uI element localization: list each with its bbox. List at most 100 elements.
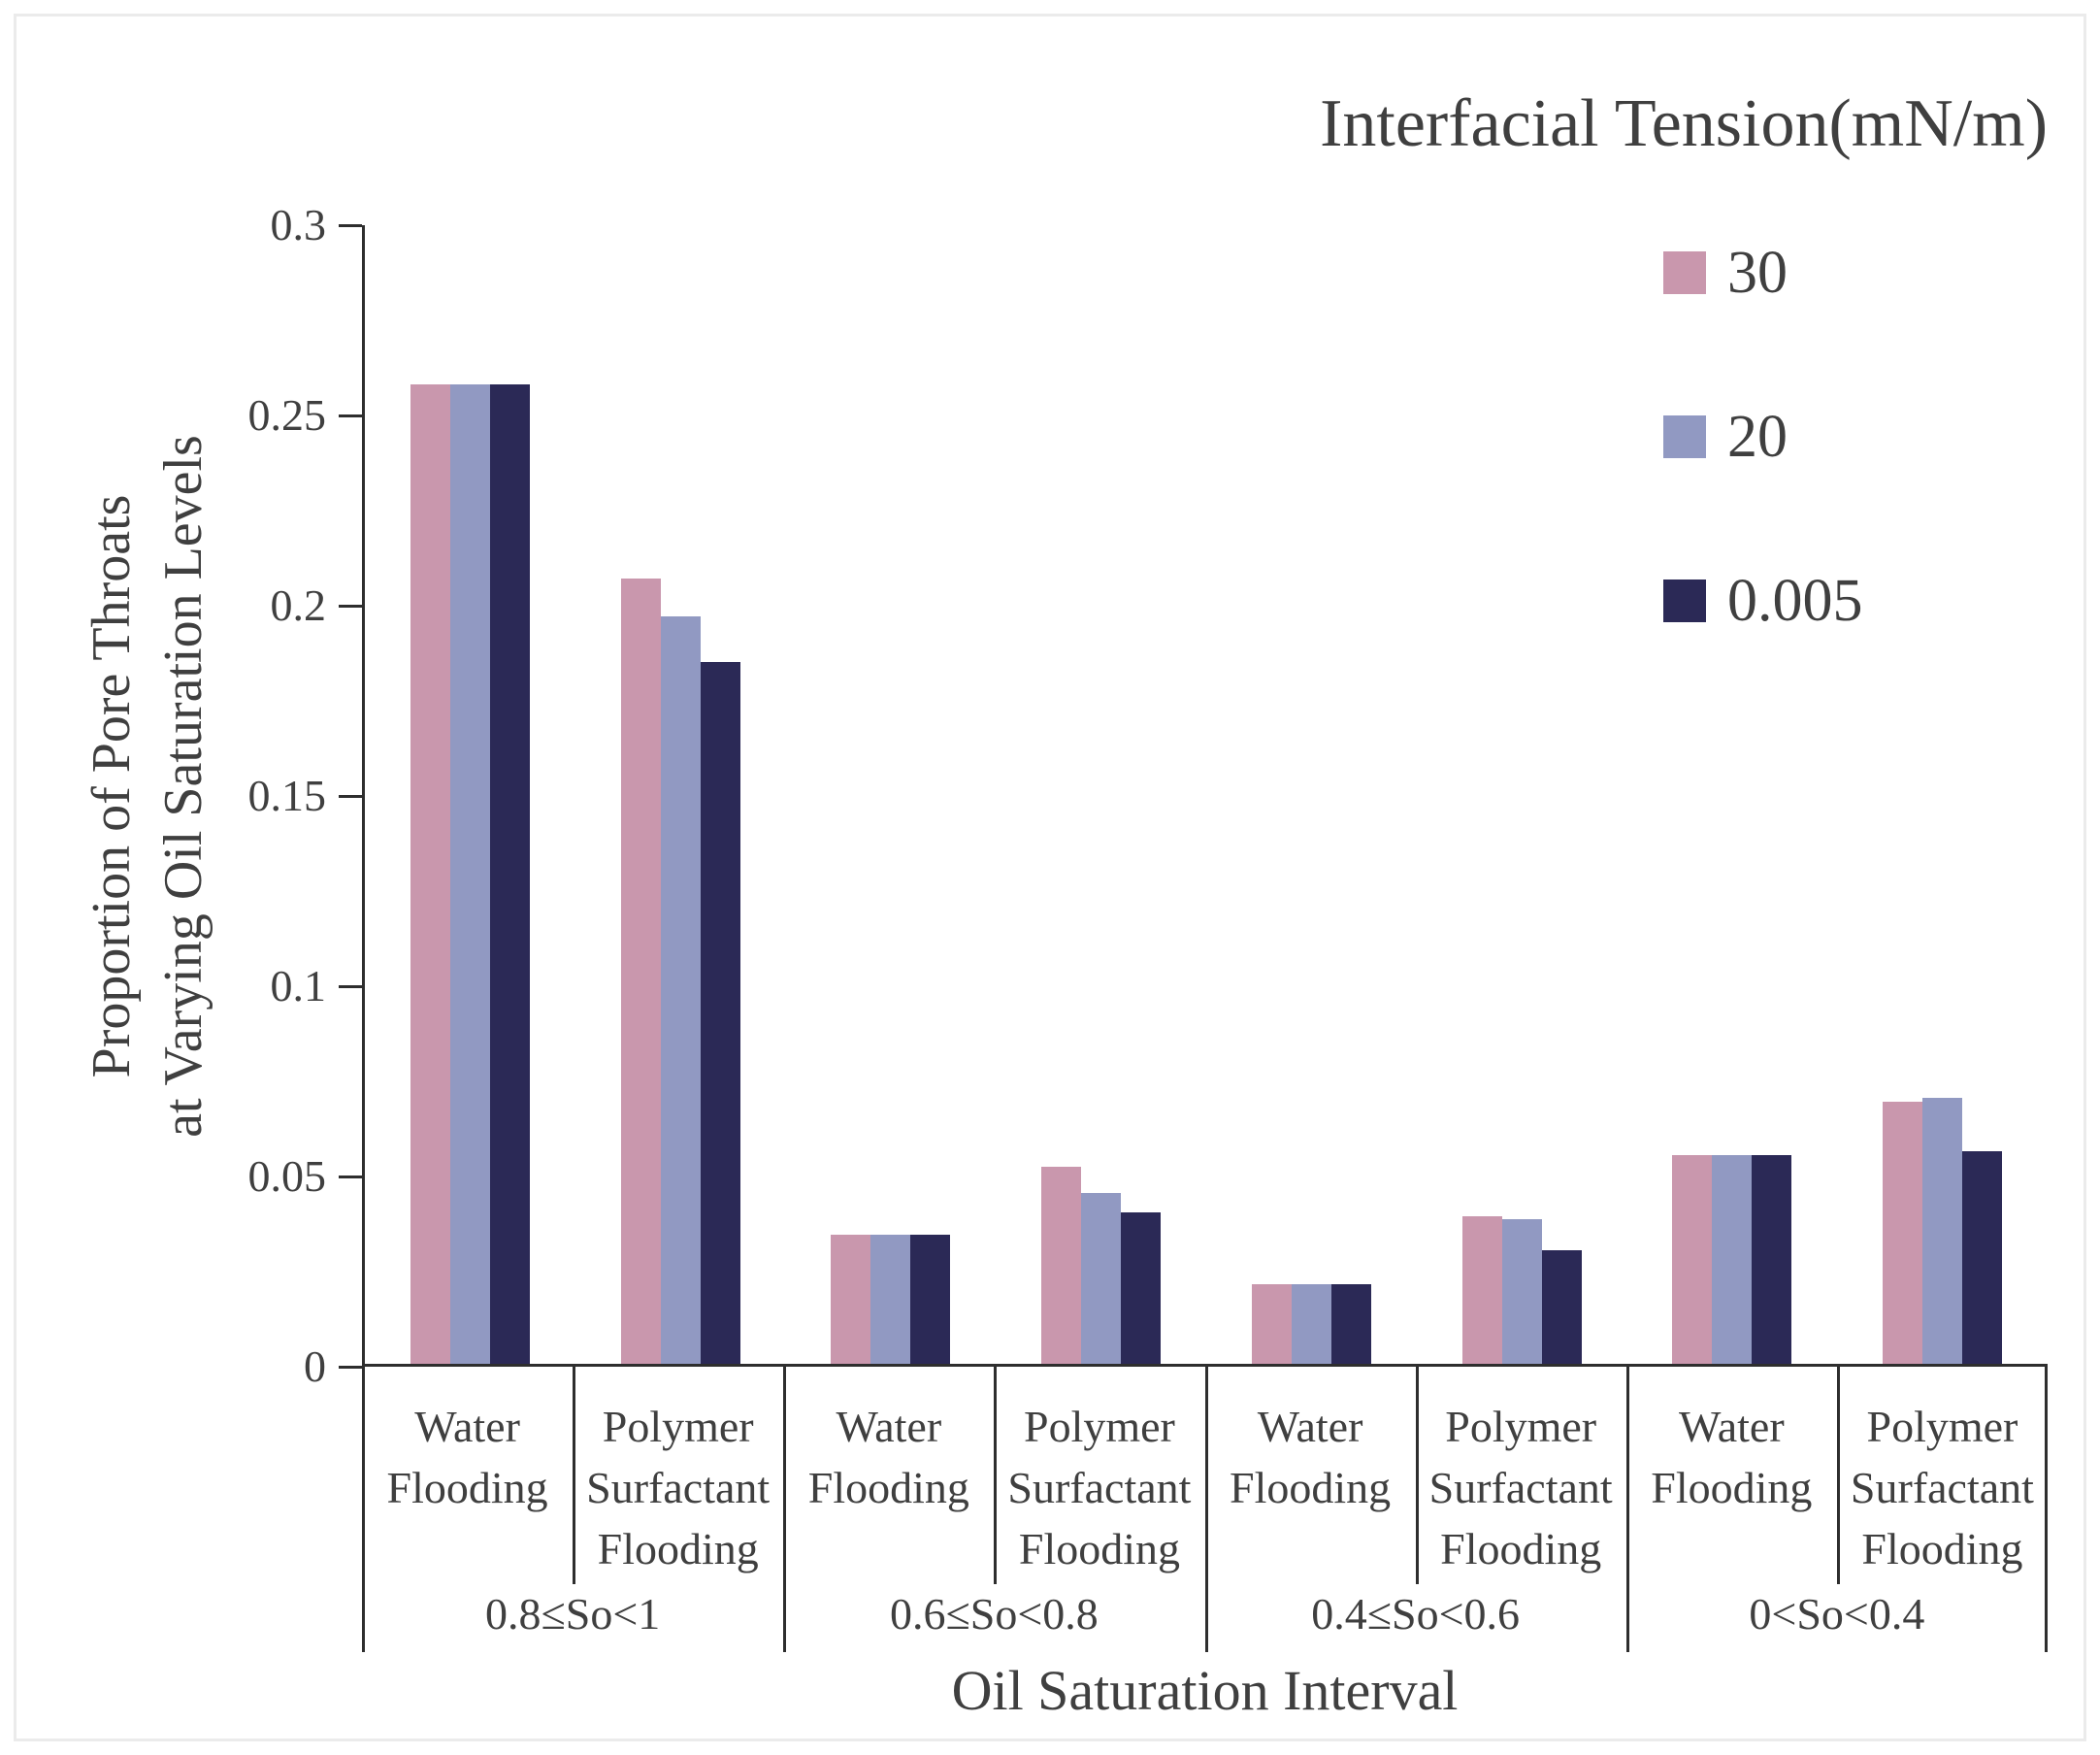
bar-cell-water-flooding [1206,225,1417,1364]
category-label: Polymer Surfactant Flooding [573,1396,783,1579]
y-tick-label: 0.15 [247,771,327,820]
category-label-line: Water [1678,1402,1785,1451]
legend-label: 0.005 [1727,568,1863,634]
saturation-interval-label: 0.4≤So<0.6 [1311,1589,1521,1639]
y-tick-label: 0 [304,1341,326,1391]
bar-group2-psf-ift0.005 [1121,1211,1162,1364]
category-label-line: Water [1257,1402,1363,1451]
category-label-line: Flooding [1440,1524,1602,1573]
bar-group3-wf-ift0.005 [1330,1283,1371,1364]
y-tick-mark [339,984,362,988]
y-axis-title-line: Proportion of Pore Throats [82,494,142,1078]
category-label-line: Surfactant [1007,1463,1192,1512]
saturation-interval-label: 0.6≤So<0.8 [889,1589,1099,1639]
legend-title: Interfacial Tension(mN/m) [1320,86,2048,161]
bar-group3-psf-ift0.005 [1541,1249,1582,1364]
subcategory-divider-line [994,1367,998,1584]
legend: 30 20 0.005 [1663,243,1863,631]
bar-group2-psf-ift30 [1041,1166,1082,1364]
bar-group4-psf-ift0.005 [1962,1151,2003,1364]
figure-frame [14,14,2086,1741]
y-tick-label: 0.3 [270,200,327,249]
bar-group3-wf-ift30 [1251,1283,1292,1364]
y-tick-mark [339,794,362,798]
legend-swatch [1663,579,1706,622]
bar-group1-wf-ift30 [410,384,450,1364]
bar-group3-psf-ift20 [1501,1219,1542,1364]
bar-group2-wf-ift0.005 [910,1235,951,1364]
category-label: Water Flooding [783,1396,994,1518]
category-label: Water Flooding [362,1396,573,1518]
y-tick-mark [339,1365,362,1369]
legend-label: 20 [1727,404,1788,470]
group-divider-line [1204,1367,1208,1652]
y-tick-label: 0.05 [247,1151,327,1201]
bars-layer [365,225,2048,1364]
bar-group1-wf-ift20 [449,384,490,1364]
bar-group1-psf-ift30 [620,578,661,1364]
bar-group3-psf-ift30 [1461,1215,1502,1364]
plot-area [362,225,2048,1367]
y-tick-mark [339,223,362,227]
legend-swatch [1663,415,1706,458]
legend-label: 30 [1727,240,1788,306]
bar-group4-wf-ift30 [1672,1154,1713,1364]
y-tick-label: 0.25 [247,390,327,440]
category-label-line: Polymer [602,1402,754,1451]
category-label-line: Polymer [1023,1402,1175,1451]
bar-group4-psf-ift30 [1883,1102,1923,1364]
category-label: Polymer Surfactant Flooding [1416,1396,1626,1579]
legend-item-30: 30 [1663,243,1863,303]
legend-item-0.005: 0.005 [1663,571,1863,631]
bar-group2-wf-ift30 [831,1235,871,1364]
bar-group4-psf-ift20 [1922,1098,1963,1364]
bar-group2-wf-ift20 [870,1235,911,1364]
bar-group1-psf-ift20 [660,615,701,1364]
category-label: Water Flooding [1626,1396,1837,1518]
y-tick-mark [339,1175,362,1178]
category-label-line: Flooding [386,1463,548,1512]
category-label-line: Flooding [597,1524,759,1573]
legend-swatch [1663,251,1706,294]
bar-group1-wf-ift0.005 [489,384,530,1364]
bar-cell-polymer-surfactant-flooding [1417,225,1627,1364]
bar-cell-polymer-surfactant-flooding [996,225,1206,1364]
category-label-line: Flooding [1018,1524,1181,1573]
group-divider-line [783,1367,787,1652]
category-label-line: Flooding [807,1463,969,1512]
category-label: Polymer Surfactant Flooding [994,1396,1204,1579]
group-divider-line [2045,1367,2048,1652]
category-label-line: Surfactant [1428,1463,1613,1512]
subcategory-divider-line [573,1367,576,1584]
bar-cell-polymer-surfactant-flooding [1837,225,2048,1364]
bar-group1-psf-ift0.005 [700,661,740,1364]
category-label-line: Flooding [1651,1463,1813,1512]
category-label: Water Flooding [1205,1396,1416,1518]
bar-cell-polymer-surfactant-flooding [575,225,786,1364]
saturation-interval-label: 0.8≤So<1 [484,1589,661,1639]
bar-group2-psf-ift20 [1081,1193,1122,1364]
bar-cell-water-flooding [365,225,575,1364]
category-label-line: Water [414,1402,520,1451]
category-label-line: Flooding [1861,1524,2023,1573]
y-tick-mark [339,414,362,417]
legend-item-20: 20 [1663,407,1863,467]
subcategory-divider-line [1415,1367,1419,1584]
group-divider-line [1625,1367,1629,1652]
saturation-interval-label: 0<So<0.4 [1749,1589,1925,1639]
category-label-line: Polymer [1445,1402,1597,1451]
group-divider-line [362,1367,365,1652]
category-label-line: Water [836,1402,942,1451]
x-axis-title: Oil Saturation Interval [951,1659,1459,1722]
bar-cell-water-flooding [786,225,997,1364]
bar-group4-wf-ift0.005 [1752,1154,1792,1364]
y-tick-label: 0.1 [270,961,327,1010]
category-label-line: Polymer [1866,1402,2018,1451]
category-label: Polymer Surfactant Flooding [1837,1396,2048,1579]
y-tick-mark [339,604,362,608]
category-label-line: Surfactant [586,1463,771,1512]
category-label-line: Flooding [1229,1463,1392,1512]
subcategory-divider-line [1836,1367,1840,1584]
bar-group4-wf-ift20 [1712,1154,1753,1364]
